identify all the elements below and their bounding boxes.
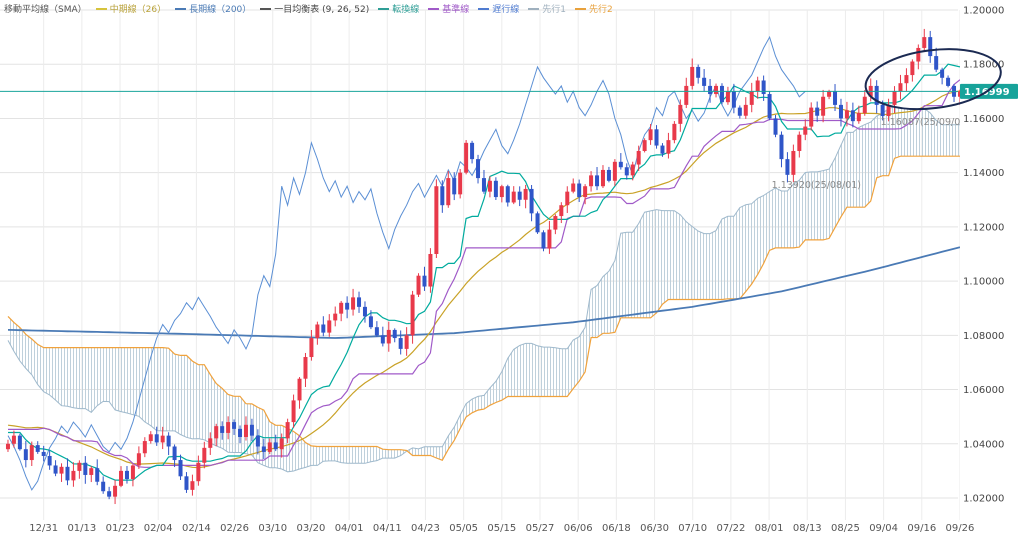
date-axis-label: 09/04 [869,523,898,534]
chart-legend: 移動平均線（SMA） 中期線（26） 長期線（200） 一目均衡表 (9, 26, 5… [4,2,613,15]
date-axis-label: 01/13 [67,523,96,534]
price-annotations: 1.13920(25/08/01) 1.16087(25/09/03) [772,117,970,191]
date-axis-label: 04/11 [373,523,402,534]
date-axis-label: 04/23 [411,523,440,534]
price-axis-label: 1.14000 [963,168,1004,179]
legend-item-3[interactable]: 一目均衡表 (9, 26, 52) [260,2,369,15]
legend-item-4[interactable]: 転換線 [378,2,419,15]
price-axis-label: 1.02000 [963,494,1004,505]
date-axis-label: 03/10 [258,523,287,534]
legend-line-swatch [378,7,390,10]
legend-label: 一目均衡表 (9, 26, 52) [274,5,370,15]
legend-item-1[interactable]: 中期線（26） [95,2,167,15]
legend-item-7[interactable]: 先行1 [528,2,566,15]
legend-item-5[interactable]: 基準線 [428,2,469,15]
date-axis-label: 02/04 [144,523,173,534]
legend-line-swatch [260,7,272,10]
legend-line-swatch [175,7,187,10]
date-axis-label: 04/01 [335,523,364,534]
price-axis-label: 1.08000 [963,331,1004,342]
legend-label: 転換線 [392,5,420,15]
price-axis-label: 1.10000 [963,277,1004,288]
legend-label: 基準線 [442,5,470,15]
date-axis-label: 05/05 [449,523,478,534]
legend-label: 先行2 [589,5,613,15]
legend-line-swatch [575,7,587,10]
legend-label: 遅行線 [492,5,520,15]
price-axis-label: 1.04000 [963,439,1004,450]
plot-area: 1.13920(25/08/01) 1.16087(25/09/03) [0,9,970,520]
date-axis-label: 06/18 [602,523,631,534]
date-axis-label: 01/23 [106,523,135,534]
date-axis-label: 05/27 [526,523,555,534]
date-axis-label: 08/25 [831,523,860,534]
legend-label: 中期線（26） [109,5,167,15]
legend-label: 移動平均線（SMA） [4,5,87,15]
date-axis-labels: 12/31 01/13 01/23 02/04 02/14 02/26 03/10 03/20… [29,523,974,534]
date-axis-label: 09/26 [946,523,975,534]
date-axis-label: 12/31 [29,523,58,534]
date-axis-label: 02/14 [182,523,211,534]
date-axis-label: 06/06 [564,523,593,534]
legend-label: 先行1 [542,5,567,15]
annotation-label-0[interactable]: 1.13920(25/08/01) [772,180,861,191]
date-axis-label: 03/20 [297,523,326,534]
legend-label: 長期線（200） [189,5,252,15]
legend-item-8[interactable]: 先行2 [575,2,613,15]
legend-line-swatch [478,7,490,10]
sma26-line [7,90,960,469]
date-axis-label: 07/10 [678,523,707,534]
price-axis-label: 1.18000 [963,60,1004,71]
legend-item-6[interactable]: 遅行線 [478,2,519,15]
legend-item-0[interactable]: 移動平均線（SMA） [4,2,87,15]
price-axis-label: 1.12000 [963,222,1004,233]
senkou-b-line [7,155,960,461]
date-axis-label: 07/22 [716,523,745,534]
price-axis-label: 1.20000 [963,6,1004,17]
sma200-line [7,246,960,339]
legend-line-swatch [528,7,540,10]
legend-line-swatch [95,7,107,10]
annotation-label-1[interactable]: 1.16087(25/09/03) [881,117,970,128]
date-axis-label: 08/13 [793,523,822,534]
date-axis-label: 09/16 [907,523,936,534]
date-axis-label: 05/15 [487,523,516,534]
highlight-ellipse-annotation[interactable] [862,42,1004,116]
date-axis-label: 08/01 [755,523,784,534]
candles [5,28,960,505]
ichimoku-cloud [8,106,960,472]
legend-item-2[interactable]: 長期線（200） [175,2,251,15]
price-axis-labels: 1.20000 1.18000 1.16000 1.14000 1.12000 1.100… [963,6,1004,505]
senkou-a-line [7,106,960,473]
current-price-tag [960,83,1018,99]
chikou-line [7,35,806,491]
price-axis-label: 1.16000 [963,114,1004,125]
date-axis-label: 06/30 [640,523,669,534]
price-axis-label: 1.06000 [963,385,1004,396]
tenkan-line [8,63,960,481]
legend-line-swatch [428,7,440,10]
kijun-line [8,79,960,468]
date-axis-label: 02/26 [220,523,249,534]
